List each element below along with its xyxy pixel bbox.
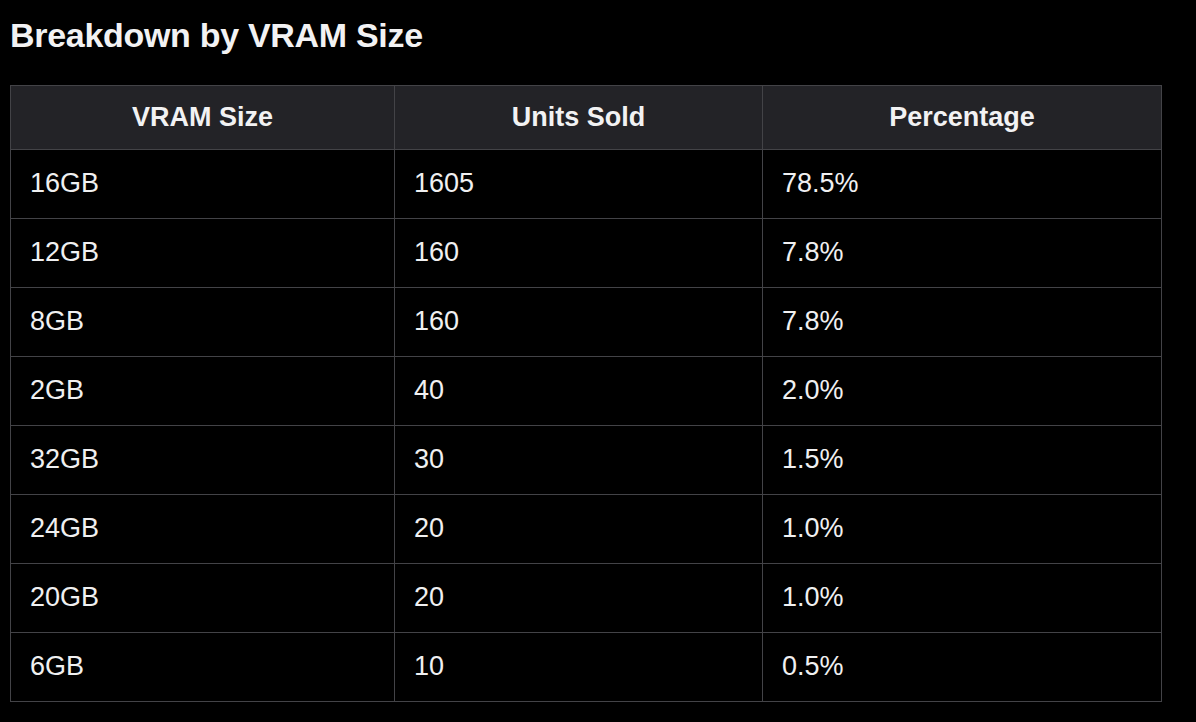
table-row: 12GB 160 7.8% — [11, 218, 1162, 287]
cell-units-sold: 160 — [395, 287, 763, 356]
column-header-units-sold: Units Sold — [395, 85, 763, 149]
cell-vram-size: 8GB — [11, 287, 395, 356]
cell-units-sold: 40 — [395, 356, 763, 425]
cell-percentage: 0.5% — [763, 632, 1162, 701]
table-body: 16GB 1605 78.5% 12GB 160 7.8% 8GB 160 7.… — [11, 149, 1162, 701]
column-header-percentage: Percentage — [763, 85, 1162, 149]
cell-vram-size: 32GB — [11, 425, 395, 494]
table-row: 8GB 160 7.8% — [11, 287, 1162, 356]
cell-percentage: 1.0% — [763, 494, 1162, 563]
cell-vram-size: 24GB — [11, 494, 395, 563]
table-row: 2GB 40 2.0% — [11, 356, 1162, 425]
table-header-row: VRAM Size Units Sold Percentage — [11, 85, 1162, 149]
table-row: 16GB 1605 78.5% — [11, 149, 1162, 218]
cell-units-sold: 10 — [395, 632, 763, 701]
cell-units-sold: 20 — [395, 563, 763, 632]
cell-percentage: 7.8% — [763, 287, 1162, 356]
vram-breakdown-table: VRAM Size Units Sold Percentage 16GB 160… — [10, 85, 1162, 702]
cell-units-sold: 160 — [395, 218, 763, 287]
cell-vram-size: 20GB — [11, 563, 395, 632]
cell-vram-size: 16GB — [11, 149, 395, 218]
cell-vram-size: 12GB — [11, 218, 395, 287]
cell-percentage: 1.0% — [763, 563, 1162, 632]
table-row: 6GB 10 0.5% — [11, 632, 1162, 701]
table-row: 20GB 20 1.0% — [11, 563, 1162, 632]
table-row: 24GB 20 1.0% — [11, 494, 1162, 563]
page: Breakdown by VRAM Size VRAM Size Units S… — [0, 0, 1196, 702]
cell-percentage: 78.5% — [763, 149, 1162, 218]
page-title: Breakdown by VRAM Size — [10, 14, 1186, 57]
table-row: 32GB 30 1.5% — [11, 425, 1162, 494]
table-header: VRAM Size Units Sold Percentage — [11, 85, 1162, 149]
cell-percentage: 1.5% — [763, 425, 1162, 494]
cell-vram-size: 6GB — [11, 632, 395, 701]
cell-units-sold: 20 — [395, 494, 763, 563]
cell-percentage: 7.8% — [763, 218, 1162, 287]
cell-vram-size: 2GB — [11, 356, 395, 425]
cell-percentage: 2.0% — [763, 356, 1162, 425]
cell-units-sold: 1605 — [395, 149, 763, 218]
cell-units-sold: 30 — [395, 425, 763, 494]
column-header-vram-size: VRAM Size — [11, 85, 395, 149]
